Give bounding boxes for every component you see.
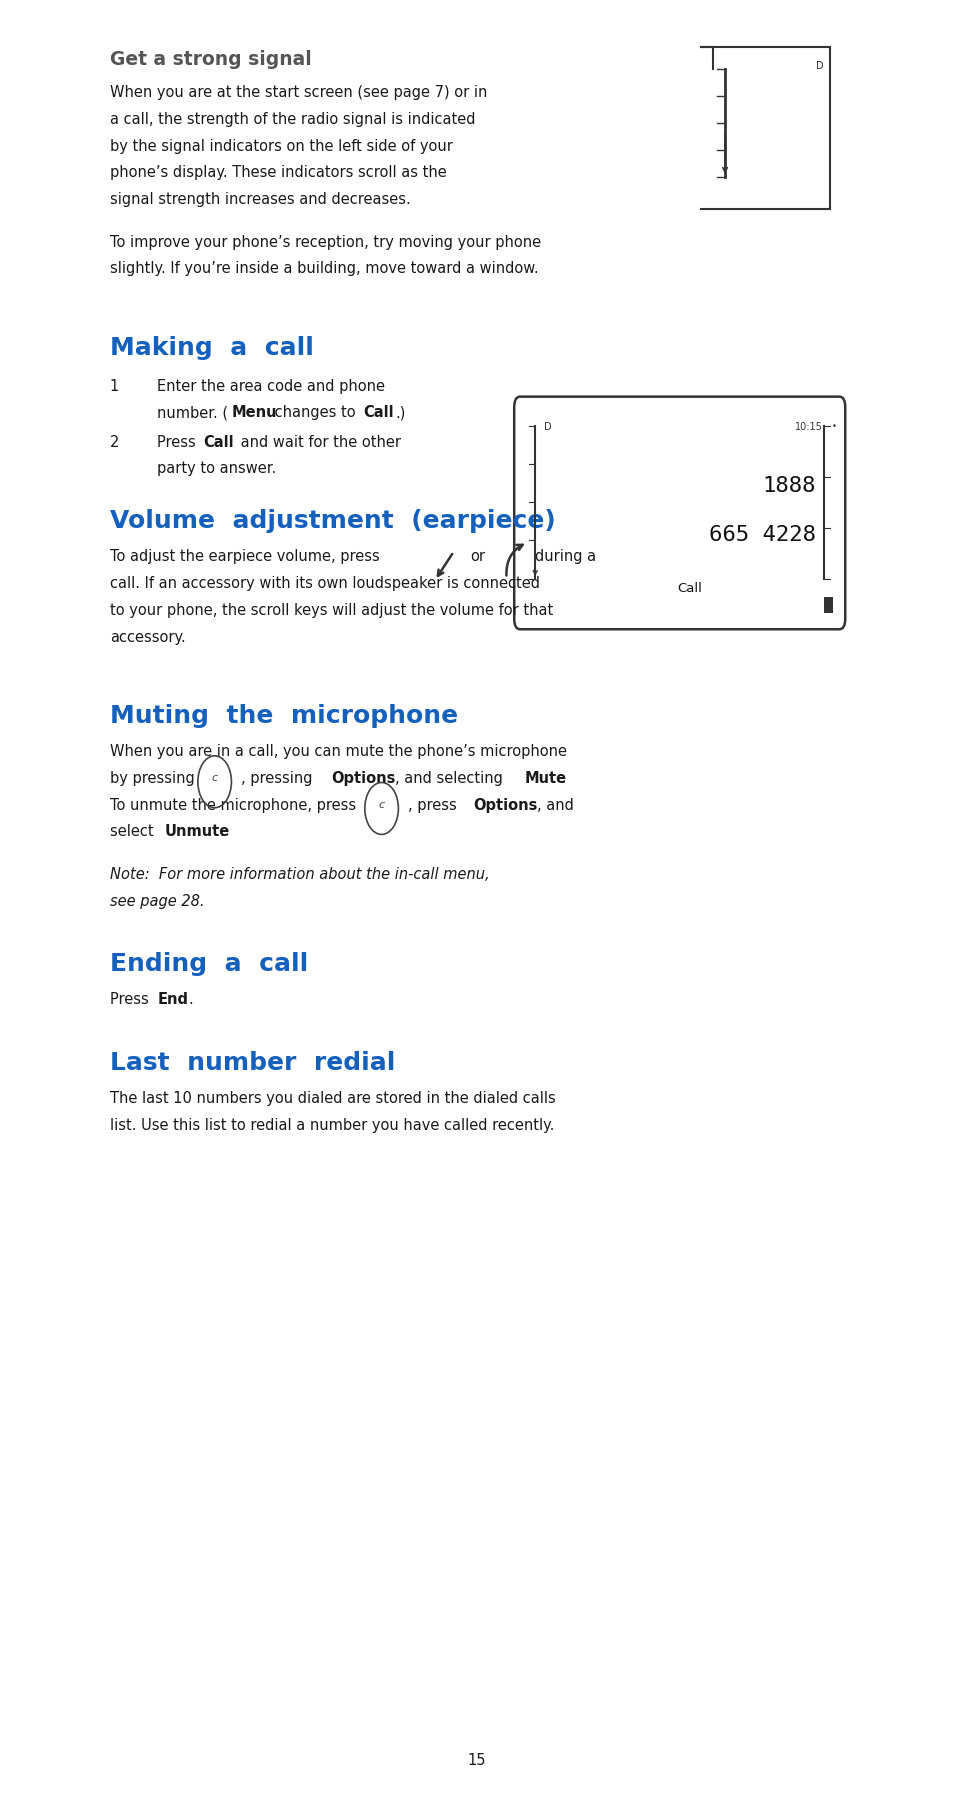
Text: Options: Options [331, 772, 395, 786]
Text: 1888: 1888 [761, 476, 815, 496]
Text: 10:15: 10:15 [794, 422, 821, 433]
Text: 665 4228: 665 4228 [708, 525, 815, 545]
Text: Get a strong signal: Get a strong signal [110, 50, 311, 70]
Text: D: D [815, 61, 822, 72]
Text: 1: 1 [110, 379, 119, 393]
Text: Note:  For more information about the in-call menu,: Note: For more information about the in-… [110, 867, 489, 882]
Text: slightly. If you’re inside a building, move toward a window.: slightly. If you’re inside a building, m… [110, 261, 537, 276]
Text: and wait for the other: and wait for the other [235, 435, 400, 449]
Text: 2: 2 [110, 435, 119, 449]
FancyBboxPatch shape [514, 397, 844, 629]
Text: To unmute the microphone, press: To unmute the microphone, press [110, 797, 355, 813]
Text: To improve your phone’s reception, try moving your phone: To improve your phone’s reception, try m… [110, 234, 540, 249]
Text: The last 10 numbers you dialed are stored in the dialed calls: The last 10 numbers you dialed are store… [110, 1091, 555, 1107]
Text: select: select [110, 824, 158, 840]
Text: , and selecting: , and selecting [395, 772, 507, 786]
Text: a call, the strength of the radio signal is indicated: a call, the strength of the radio signal… [110, 112, 475, 126]
Text: Call: Call [363, 406, 394, 420]
Text: To adjust the earpiece volume, press: To adjust the earpiece volume, press [110, 550, 379, 564]
Text: Call: Call [203, 435, 233, 449]
Text: Enter the area code and phone: Enter the area code and phone [157, 379, 385, 393]
Text: 15: 15 [467, 1753, 486, 1767]
Text: , and: , and [537, 797, 574, 813]
Text: End: End [157, 992, 188, 1008]
Text: •: • [831, 422, 836, 431]
Text: , press: , press [408, 797, 461, 813]
Text: or: or [470, 550, 485, 564]
Text: by pressing: by pressing [110, 772, 194, 786]
Text: .: . [188, 992, 193, 1008]
Text: Press: Press [110, 992, 152, 1008]
Text: signal strength increases and decreases.: signal strength increases and decreases. [110, 191, 410, 207]
Text: Volume  adjustment  (earpiece): Volume adjustment (earpiece) [110, 510, 555, 534]
Text: accessory.: accessory. [110, 629, 185, 644]
Text: c: c [378, 801, 384, 810]
Text: , pressing: , pressing [241, 772, 317, 786]
Text: Call: Call [676, 582, 701, 595]
Text: list. Use this list to redial a number you have called recently.: list. Use this list to redial a number y… [110, 1118, 554, 1132]
Text: Menu: Menu [232, 406, 277, 420]
Bar [823, 597, 832, 613]
Text: Ending  a  call: Ending a call [110, 952, 308, 977]
Text: Making  a  call: Making a call [110, 335, 314, 361]
Text: Options: Options [473, 797, 537, 813]
Text: D: D [543, 422, 551, 433]
Text: c: c [212, 773, 217, 783]
Text: Unmute: Unmute [165, 824, 230, 840]
Text: party to answer.: party to answer. [157, 462, 276, 476]
Text: changes to: changes to [270, 406, 360, 420]
Text: Press: Press [157, 435, 200, 449]
Text: When you are in a call, you can mute the phone’s microphone: When you are in a call, you can mute the… [110, 745, 566, 759]
Text: see page 28.: see page 28. [110, 894, 204, 909]
Text: during a: during a [535, 550, 596, 564]
Text: .: . [559, 772, 564, 786]
Text: call. If an accessory with its own loudspeaker is connected: call. If an accessory with its own louds… [110, 577, 539, 591]
Text: Last  number  redial: Last number redial [110, 1051, 395, 1075]
Text: .): .) [395, 406, 405, 420]
Text: Mute: Mute [524, 772, 566, 786]
Text: number. (: number. ( [157, 406, 229, 420]
Text: .: . [219, 824, 224, 840]
Text: Muting  the  microphone: Muting the microphone [110, 705, 457, 728]
Text: to your phone, the scroll keys will adjust the volume for that: to your phone, the scroll keys will adju… [110, 602, 553, 618]
Text: by the signal indicators on the left side of your: by the signal indicators on the left sid… [110, 139, 452, 153]
Text: When you are at the start screen (see page 7) or in: When you are at the start screen (see pa… [110, 85, 487, 101]
Text: phone’s display. These indicators scroll as the: phone’s display. These indicators scroll… [110, 166, 446, 180]
